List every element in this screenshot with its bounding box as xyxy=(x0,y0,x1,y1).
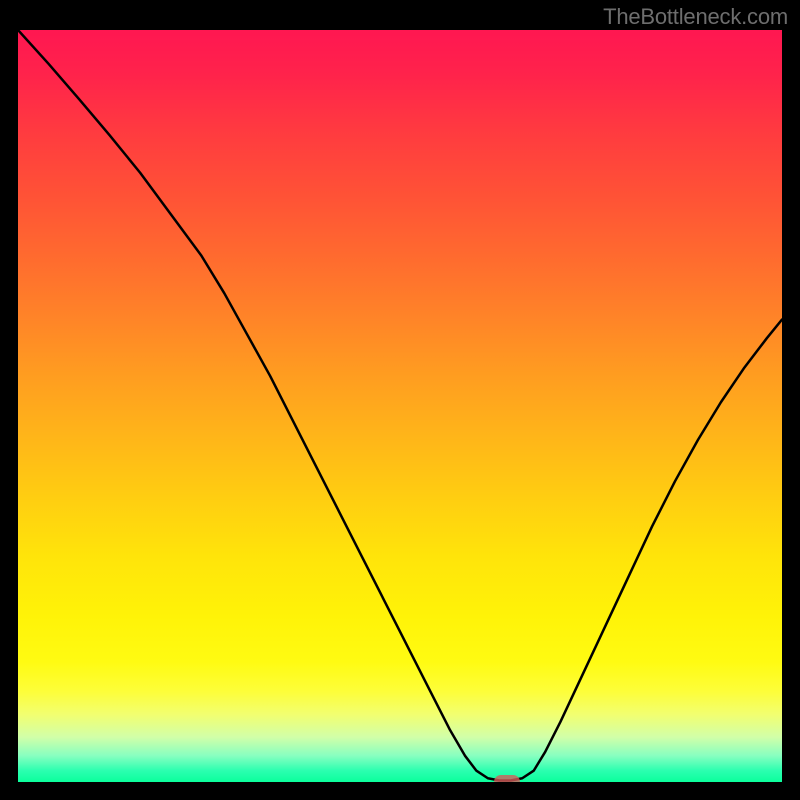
plot-area xyxy=(18,30,782,782)
bottleneck-marker xyxy=(494,775,520,782)
gradient-background xyxy=(18,30,782,782)
chart-svg xyxy=(18,30,782,782)
watermark-text: TheBottleneck.com xyxy=(603,4,788,30)
